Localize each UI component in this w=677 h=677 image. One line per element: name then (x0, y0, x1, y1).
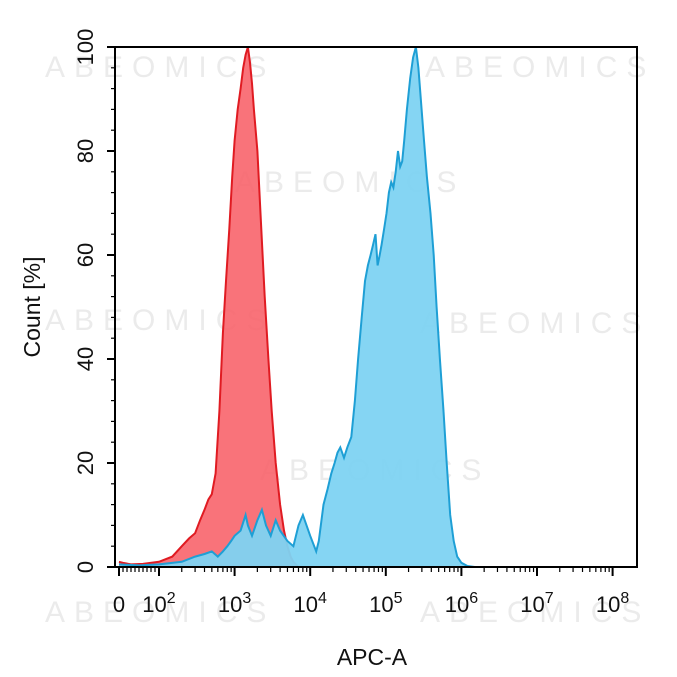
watermark-text: ABEOMICS (235, 166, 465, 199)
y-tick-label: 40 (73, 347, 98, 371)
plot-frame (114, 46, 638, 568)
x-tick-label: 0 (113, 592, 125, 617)
series-layer (118, 46, 475, 568)
watermark-text: ABEOMICS (425, 51, 655, 84)
x-tick-label: 104 (294, 590, 327, 617)
y-tick-label: 80 (73, 139, 98, 163)
watermark-text: ABEOMICS (45, 596, 275, 629)
histogram-line-0 (118, 46, 300, 568)
histogram-line-1 (118, 46, 475, 568)
y-axis: 0 20 40 60 80 100 (73, 29, 115, 573)
y-axis-title: Count [%] (19, 257, 45, 358)
histogram-fill-0 (119, 47, 299, 567)
x-axis: 0 102 103 104 105 106 107 108 (113, 567, 629, 617)
x-tick-label: 105 (369, 590, 402, 617)
histogram-fill-1 (119, 47, 475, 567)
watermark-text: ABEOMICS (45, 51, 275, 84)
y-tick-label: 60 (73, 243, 98, 267)
watermark-text: ABEOMICS (420, 596, 650, 629)
y-tick-label: 0 (73, 561, 98, 573)
y-tick-label: 100 (73, 29, 98, 66)
watermark-text: ABEOMICS (420, 307, 650, 340)
y-tick-label: 20 (73, 451, 98, 475)
x-axis-title: APC-A (337, 644, 408, 670)
x-tick-label: 102 (142, 590, 175, 617)
